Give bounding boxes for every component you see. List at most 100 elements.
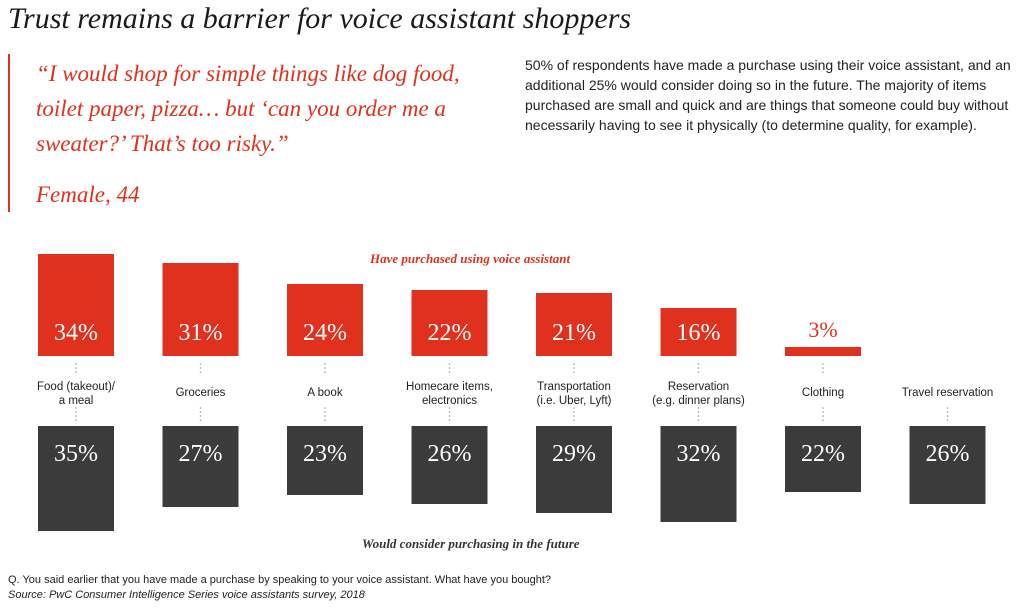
connector-dots bbox=[822, 367, 824, 369]
connector-dots bbox=[697, 363, 700, 365]
category-label: A book bbox=[307, 387, 342, 399]
connector-dots bbox=[573, 415, 575, 417]
connector-dots bbox=[946, 419, 949, 421]
connector-dots bbox=[75, 415, 77, 417]
connector-dots bbox=[448, 419, 451, 421]
connector-dots bbox=[573, 419, 575, 421]
connector-dots bbox=[75, 407, 77, 409]
category-label: Clothing bbox=[802, 387, 844, 399]
consider-value-label: 32% bbox=[677, 441, 721, 467]
quote-accent-bar bbox=[8, 54, 10, 212]
connector-dots bbox=[697, 419, 700, 421]
connector-dots bbox=[199, 363, 202, 365]
purchased-bar bbox=[38, 254, 114, 356]
connector-dots bbox=[573, 367, 575, 369]
source-note: Source: PwC Consumer Intelligence Series… bbox=[8, 589, 365, 601]
category-label: a meal bbox=[59, 395, 94, 407]
connector-dots bbox=[822, 407, 824, 409]
connector-dots bbox=[822, 415, 824, 417]
connector-dots bbox=[697, 371, 700, 373]
category-label: Transportation bbox=[537, 381, 611, 393]
purchased-bar bbox=[411, 290, 488, 356]
connector-dots bbox=[448, 371, 451, 373]
category-label: Reservation bbox=[668, 381, 729, 393]
consider-bar bbox=[909, 426, 986, 504]
connector-dots bbox=[822, 371, 824, 373]
consider-bar bbox=[162, 426, 239, 507]
consider-bar bbox=[287, 426, 363, 495]
purchased-bar bbox=[785, 347, 861, 356]
connector-dots bbox=[822, 411, 824, 413]
connector-dots bbox=[324, 363, 326, 365]
connector-dots bbox=[324, 415, 326, 417]
connector-dots bbox=[199, 367, 202, 369]
purchased-value-label: 31% bbox=[179, 320, 223, 346]
consider-value-label: 29% bbox=[552, 441, 596, 467]
connector-dots bbox=[199, 415, 202, 417]
series-label-consider: Would consider purchasing in the future bbox=[362, 536, 580, 551]
connector-dots bbox=[324, 367, 326, 369]
connector-dots bbox=[946, 411, 949, 413]
bar-chart: 34% Food (takeout)/ a meal 35% 31% Groceries 2… bbox=[37, 254, 994, 531]
category-label: (i.e. Uber, Lyft) bbox=[537, 395, 612, 407]
customer-quote: “I would shop for simple things like dog… bbox=[36, 61, 460, 156]
consider-bar bbox=[785, 426, 861, 492]
connector-dots bbox=[75, 363, 77, 365]
connector-dots bbox=[448, 411, 451, 413]
connector-dots bbox=[199, 371, 202, 373]
connector-dots bbox=[573, 411, 575, 413]
quote-attribution: Female, 44 bbox=[36, 182, 140, 207]
connector-dots bbox=[324, 407, 326, 409]
consider-bar bbox=[660, 426, 737, 522]
connector-dots bbox=[448, 415, 451, 417]
consider-bar bbox=[411, 426, 488, 504]
connector-dots bbox=[822, 363, 824, 365]
connector-dots bbox=[75, 367, 77, 369]
consider-value-label: 35% bbox=[54, 441, 98, 467]
connector-dots bbox=[75, 411, 77, 413]
category-label: Homecare items, bbox=[406, 381, 493, 393]
category-label: electronics bbox=[422, 395, 477, 407]
connector-dots bbox=[324, 371, 326, 373]
connector-dots bbox=[946, 407, 949, 409]
connector-dots bbox=[697, 407, 700, 409]
connector-dots bbox=[697, 367, 700, 369]
connector-dots bbox=[199, 407, 202, 409]
consider-value-label: 26% bbox=[428, 441, 472, 467]
category-label: (e.g. dinner plans) bbox=[652, 395, 745, 407]
connector-dots bbox=[199, 411, 202, 413]
connector-dots bbox=[75, 371, 77, 373]
consider-bar bbox=[38, 426, 114, 531]
category-label: Food (takeout)/ bbox=[37, 381, 116, 393]
consider-bar bbox=[536, 426, 612, 513]
consider-value-label: 27% bbox=[179, 441, 223, 467]
category-label: Travel reservation bbox=[902, 387, 994, 399]
connector-dots bbox=[75, 419, 77, 421]
consider-value-label: 26% bbox=[926, 441, 970, 467]
connector-dots bbox=[324, 411, 326, 413]
connector-dots bbox=[573, 371, 575, 373]
connector-dots bbox=[573, 363, 575, 365]
purchased-value-label: 34% bbox=[54, 320, 98, 346]
connector-dots bbox=[448, 407, 451, 409]
connector-dots bbox=[324, 419, 326, 421]
purchased-bar bbox=[162, 263, 239, 356]
connector-dots bbox=[946, 415, 949, 417]
series-label-purchased: Have purchased using voice assistant bbox=[370, 251, 571, 266]
survey-question-footnote: Q. You said earlier that you have made a… bbox=[8, 574, 552, 586]
connector-dots bbox=[822, 419, 824, 421]
connector-dots bbox=[573, 407, 575, 409]
connector-dots bbox=[448, 367, 451, 369]
consider-value-label: 22% bbox=[801, 441, 845, 467]
purchased-bar bbox=[287, 284, 363, 356]
purchased-value-label: 3% bbox=[808, 317, 837, 342]
purchased-value-label: 22% bbox=[428, 320, 472, 346]
purchased-bar bbox=[536, 293, 612, 356]
summary-text: 50% of respondents have made a purchase … bbox=[525, 57, 1011, 133]
purchased-value-label: 21% bbox=[552, 320, 596, 346]
connector-dots bbox=[199, 419, 202, 421]
page-title: Trust remains a barrier for voice assist… bbox=[8, 2, 632, 35]
purchased-value-label: 24% bbox=[303, 320, 347, 346]
connector-dots bbox=[697, 415, 700, 417]
purchased-value-label: 16% bbox=[677, 320, 721, 346]
